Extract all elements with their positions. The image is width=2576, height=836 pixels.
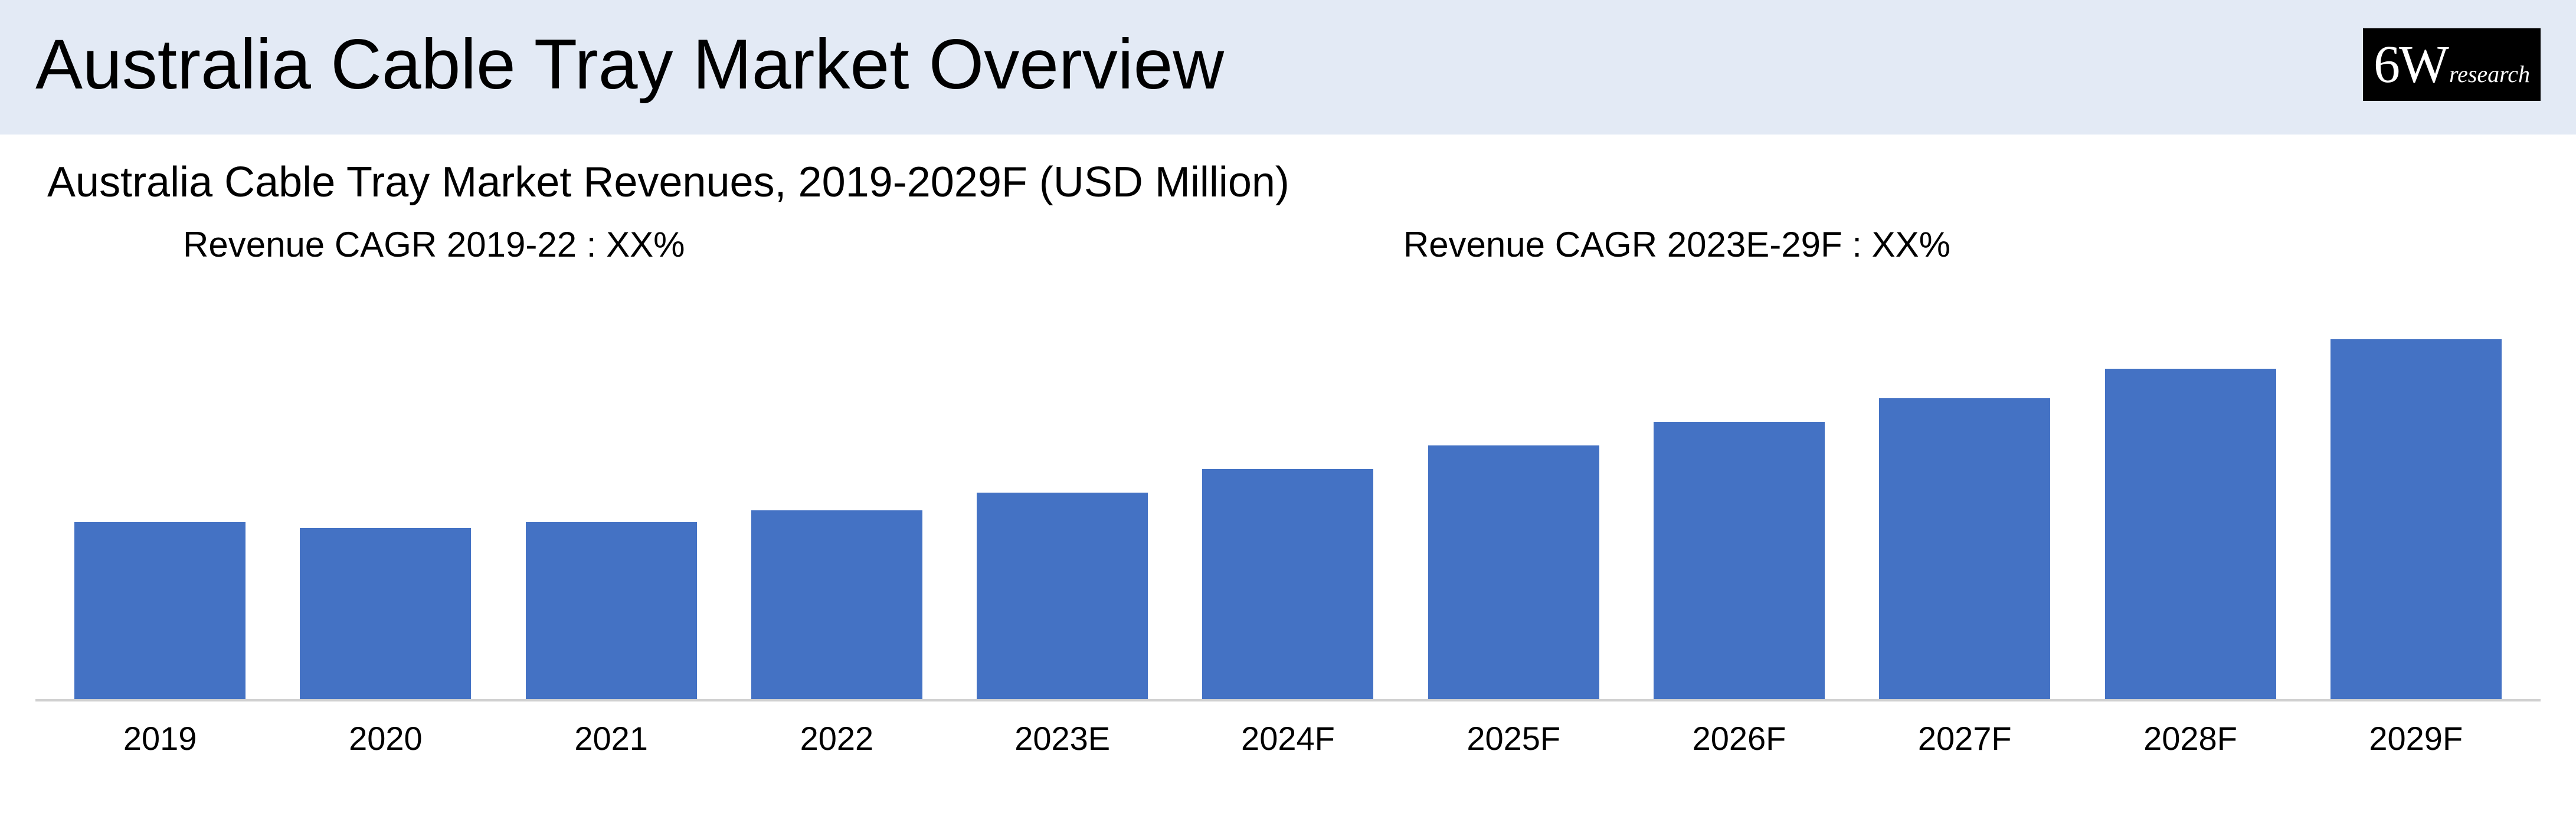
page-title: Australia Cable Tray Market Overview [35, 24, 1224, 105]
bar [526, 522, 697, 699]
bars-wrapper [35, 288, 2541, 701]
xaxis-label: 2028F [2105, 719, 2276, 758]
xaxis-label: 2025F [1428, 719, 1599, 758]
bar [1654, 422, 1825, 699]
bar [2330, 339, 2502, 699]
bar [2105, 369, 2276, 699]
bar [751, 510, 922, 699]
chart-area: Australia Cable Tray Market Revenues, 20… [0, 135, 2576, 758]
bar [74, 522, 246, 699]
logo: 6W research [2363, 28, 2541, 101]
cagr-row: Revenue CAGR 2019-22 : XX% Revenue CAGR … [35, 224, 2541, 265]
bar-slot [2105, 288, 2276, 699]
bar [1202, 469, 1373, 699]
bar [300, 528, 471, 699]
bar [1879, 398, 2050, 699]
bar-slot [1879, 288, 2050, 699]
chart-subtitle: Australia Cable Tray Market Revenues, 20… [47, 158, 2541, 206]
bar-slot [1428, 288, 1599, 699]
xaxis-label: 2024F [1202, 719, 1373, 758]
cagr-label-left: Revenue CAGR 2019-22 : XX% [183, 224, 685, 265]
bar-slot [300, 288, 471, 699]
xaxis-label: 2026F [1654, 719, 1825, 758]
logo-sub: research [2449, 60, 2530, 88]
xaxis-label: 2027F [1879, 719, 2050, 758]
bar-slot [1202, 288, 1373, 699]
bar-slot [751, 288, 922, 699]
header-band: Australia Cable Tray Market Overview 6W … [0, 0, 2576, 135]
xaxis-label: 2019 [74, 719, 246, 758]
xaxis-label: 2020 [300, 719, 471, 758]
bar-slot [74, 288, 246, 699]
bar-slot [977, 288, 1148, 699]
bar-slot [1654, 288, 1825, 699]
xaxis-label: 2029F [2330, 719, 2502, 758]
bar [977, 493, 1148, 699]
xaxis-label: 2023E [977, 719, 1148, 758]
xaxis-label: 2022 [751, 719, 922, 758]
xaxis-row: 2019 2020 2021 2022 2023E 2024F 2025F 2026F 2027… [35, 701, 2541, 758]
bar-slot [2330, 288, 2502, 699]
cagr-label-right: Revenue CAGR 2023E-29F : XX% [1403, 224, 1950, 265]
logo-main: 6W [2374, 34, 2448, 95]
xaxis-label: 2021 [526, 719, 697, 758]
bar [1428, 445, 1599, 699]
bar-slot [526, 288, 697, 699]
